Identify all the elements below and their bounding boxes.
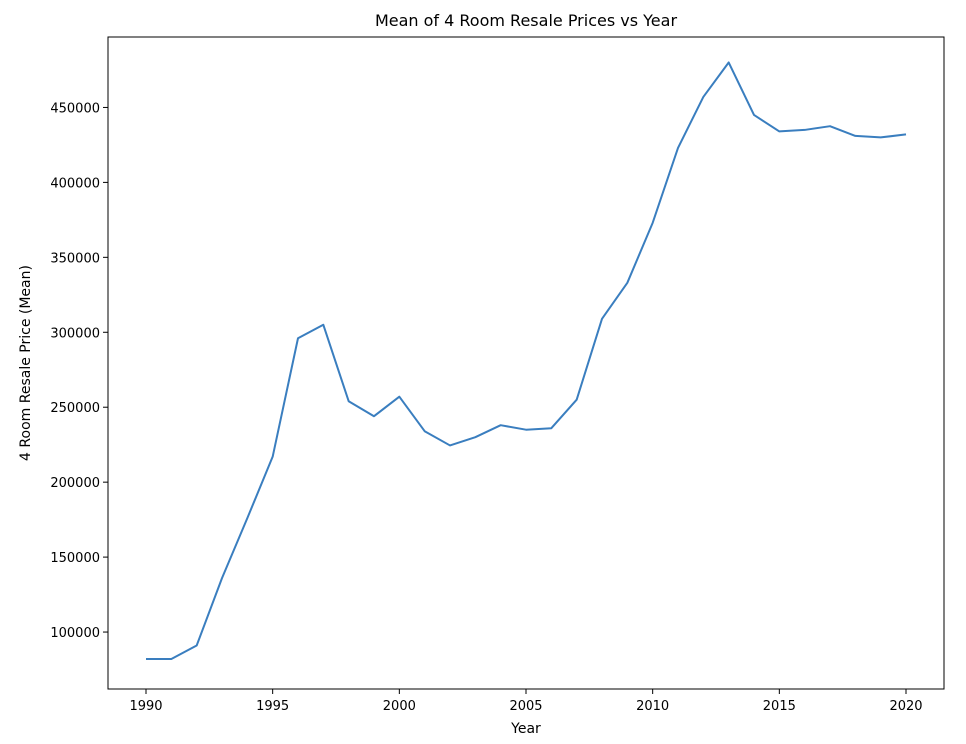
chart-title: Mean of 4 Room Resale Prices vs Year xyxy=(375,11,678,30)
data-point xyxy=(677,147,679,149)
data-point xyxy=(221,577,223,579)
data-point xyxy=(626,282,628,284)
data-point xyxy=(297,337,299,339)
x-tick-label: 1990 xyxy=(129,699,162,714)
x-tick-label: 1995 xyxy=(256,699,289,714)
y-axis: 100000 150000 200000 250000 300000 350000 4000… xyxy=(50,101,108,641)
y-tick-label: 350000 xyxy=(50,251,100,266)
data-point xyxy=(322,324,324,326)
y-tick-label: 450000 xyxy=(50,101,100,116)
series-line xyxy=(146,61,907,661)
y-tick-label: 150000 xyxy=(50,551,100,566)
data-point xyxy=(753,114,755,116)
data-point xyxy=(880,136,882,138)
data-point xyxy=(348,400,350,402)
data-point xyxy=(246,517,248,519)
x-axis: 1990 1995 2000 2005 2010 2015 2020 xyxy=(129,689,923,714)
data-point xyxy=(196,645,198,647)
data-point xyxy=(424,430,426,432)
data-point xyxy=(550,427,552,429)
y-tick-label: 250000 xyxy=(50,401,100,416)
data-point xyxy=(525,429,527,431)
y-tick-label: 200000 xyxy=(50,476,100,491)
data-point xyxy=(652,222,654,224)
x-tick-label: 2010 xyxy=(636,699,669,714)
data-point xyxy=(576,399,578,401)
data-point xyxy=(170,658,172,660)
x-axis-label: Year xyxy=(510,721,541,737)
data-point xyxy=(854,135,856,137)
data-point xyxy=(778,130,780,132)
data-point xyxy=(500,424,502,426)
series-group xyxy=(145,61,907,661)
data-point xyxy=(702,96,704,98)
data-point xyxy=(829,125,831,127)
y-tick-label: 400000 xyxy=(50,176,100,191)
data-point xyxy=(905,133,907,135)
data-point xyxy=(474,436,476,438)
data-point xyxy=(449,444,451,446)
data-point xyxy=(272,456,274,458)
data-point xyxy=(601,318,603,320)
data-point xyxy=(373,415,375,417)
data-point xyxy=(145,658,147,660)
data-point xyxy=(804,129,806,131)
y-axis-label: 4 Room Resale Price (Mean) xyxy=(18,265,34,461)
x-tick-label: 2015 xyxy=(763,699,796,714)
x-tick-label: 2020 xyxy=(889,699,922,714)
data-point xyxy=(398,396,400,398)
plot-area xyxy=(107,36,945,690)
x-tick-label: 2005 xyxy=(509,699,542,714)
data-point xyxy=(728,61,730,63)
y-tick-label: 100000 xyxy=(50,626,100,641)
x-tick-label: 2000 xyxy=(383,699,416,714)
y-tick-label: 300000 xyxy=(50,326,100,341)
